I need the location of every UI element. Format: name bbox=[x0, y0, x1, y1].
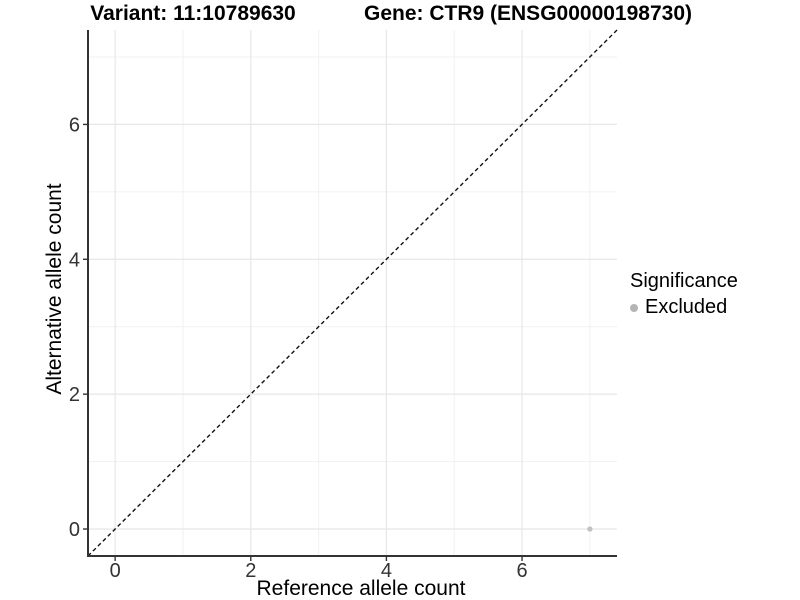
x-tick-label: 4 bbox=[381, 560, 392, 582]
legend: Significance Excluded bbox=[630, 270, 738, 319]
y-tick-label: 4 bbox=[69, 249, 80, 271]
legend-title: Significance bbox=[630, 270, 738, 292]
legend-point-icon bbox=[630, 303, 638, 312]
y-tick-label: 2 bbox=[69, 384, 80, 406]
x-tick-label: 2 bbox=[245, 560, 256, 582]
x-tick-label: 6 bbox=[516, 560, 527, 582]
x-axis-title: Reference allele count bbox=[256, 577, 466, 600]
variant-title: Variant: 11:10789630 bbox=[90, 2, 296, 25]
gene-title: Gene: CTR9 (ENSG00000198730) bbox=[364, 2, 692, 25]
x-tick-label: 0 bbox=[110, 560, 121, 582]
y-axis-title: Alternative allele count bbox=[43, 183, 66, 395]
y-tick-label: 6 bbox=[69, 114, 80, 136]
legend-item-label: Excluded bbox=[645, 296, 728, 318]
identity-line bbox=[87, 29, 618, 557]
legend-item-excluded: Excluded bbox=[630, 296, 738, 319]
data-point bbox=[587, 526, 593, 532]
y-tick-label: 0 bbox=[69, 519, 80, 541]
